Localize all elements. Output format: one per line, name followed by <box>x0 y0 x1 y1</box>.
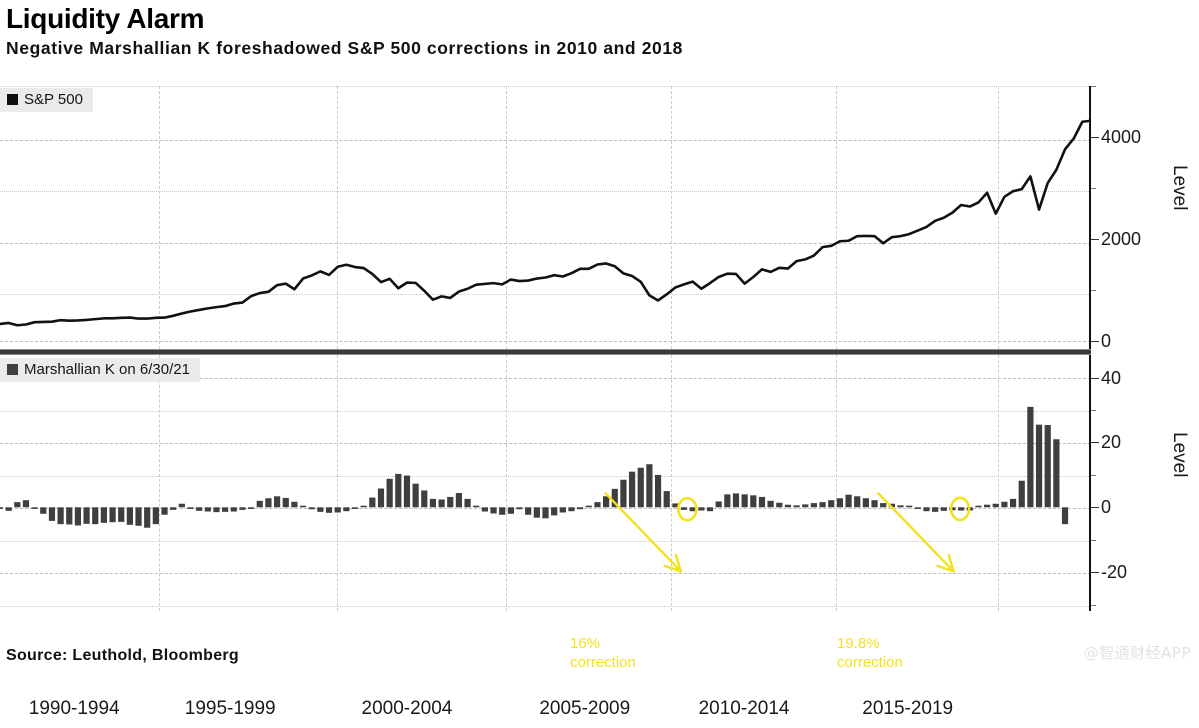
gridline-2000 <box>0 243 1091 244</box>
ytick-minor-3000 <box>1091 188 1096 190</box>
gridline-v-b6 <box>998 355 999 611</box>
ytick-label-40: 40 <box>1101 367 1122 388</box>
gridline-v-b5 <box>836 355 837 611</box>
gridline-neg10 <box>0 541 1091 542</box>
panel-marshallian-k-surface <box>0 355 1091 611</box>
legend-swatch-sp500 <box>7 94 18 105</box>
gridline-30 <box>0 411 1091 412</box>
ytick-label-0: 0 <box>1101 497 1112 518</box>
ytick-20 <box>1091 442 1099 444</box>
ytick-minor-30 <box>1091 410 1096 412</box>
gridline-v-4 <box>671 86 672 349</box>
ytick-0 <box>1091 507 1099 509</box>
ytick--20 <box>1091 572 1099 574</box>
legend-label-marshallian-k: Marshallian K on 6/30/21 <box>24 361 190 378</box>
x-axis-label-2015-2019: 2015-2019 <box>862 698 954 719</box>
gridline-v-b2 <box>337 355 338 611</box>
annotation-2018-line2: correction <box>837 654 903 671</box>
ytick-minor-1000 <box>1091 290 1096 292</box>
annotation-label-2010: 16% correction <box>570 634 636 672</box>
gridline-v-6 <box>998 86 999 349</box>
gridline-v-3 <box>506 86 507 349</box>
gridline-v-2 <box>337 86 338 349</box>
x-axis-label-1990-1994: 1990-1994 <box>28 698 120 719</box>
page-title: Liquidity Alarm <box>6 3 205 34</box>
sp500-line-series <box>0 119 1091 327</box>
gridline-0 <box>0 341 1091 342</box>
gridline-4000 <box>0 140 1091 141</box>
annotation-label-2018: 19.8% correction <box>837 634 903 672</box>
gridline-v-b3 <box>506 355 507 611</box>
annotation-2010-line1: 16% <box>570 635 601 652</box>
axis-spine-bottom <box>1089 355 1091 611</box>
annotation-arrows <box>604 492 971 573</box>
chart-plot-area: 0 2000 4000 Level -20 0 20 40 Level S&P 500 Mars… <box>0 86 1199 719</box>
gridline-40 <box>0 378 1091 379</box>
gridline-v-5 <box>836 86 837 349</box>
axis-spine-top <box>1089 86 1091 349</box>
chart-header: Liquidity Alarm Negative Marshallian K f… <box>6 2 1126 59</box>
source-note: Source: Leuthold, Bloomberg <box>6 647 239 664</box>
x-axis: 1990-1994 1995-1999 2000-2004 2005-2009 2010… <box>0 698 1091 728</box>
ytick-label-20: 20 <box>1101 432 1122 453</box>
ytick-4000 <box>1091 137 1099 139</box>
legend-marshallian-k[interactable]: Marshallian K on 6/30/21 <box>0 358 200 382</box>
ytick-label-4000: 4000 <box>1101 127 1142 148</box>
ytick-40 <box>1091 377 1099 379</box>
annotation-2010-line2: correction <box>570 654 636 671</box>
gridline-1000 <box>0 294 1091 295</box>
panel-marshallian-k <box>0 355 1091 611</box>
axis-title-level-top: Level <box>1169 164 1190 211</box>
gridline-v-b1 <box>159 355 160 611</box>
ytick-minor--30 <box>1091 604 1096 606</box>
axis-title-level-bottom: Level <box>1169 431 1190 478</box>
ytick-label-0: 0 <box>1101 331 1112 352</box>
chart-subtitle: Negative Marshallian K foreshadowed S&P … <box>6 38 684 58</box>
panel-sp500-surface <box>0 86 1091 349</box>
legend-sp500[interactable]: S&P 500 <box>0 88 93 112</box>
ytick-label-2000: 2000 <box>1101 229 1142 250</box>
panel-divider <box>0 349 1091 355</box>
ytick-minor-10 <box>1091 474 1096 476</box>
gridline-5000 <box>0 86 1091 87</box>
x-axis-label-2005-2009: 2005-2009 <box>539 698 631 719</box>
gridline-neg30 <box>0 606 1091 607</box>
x-axis-label-2010-2014: 2010-2014 <box>698 698 790 719</box>
ytick-label--20: -20 <box>1101 562 1128 583</box>
gridline-v-1 <box>159 86 160 349</box>
gridline-v-b4 <box>671 355 672 611</box>
x-axis-label-1995-1999: 1995-1999 <box>184 698 276 719</box>
ytick-0 <box>1091 341 1099 343</box>
legend-swatch-marshallian-k <box>7 364 18 375</box>
ytick-2000 <box>1091 239 1099 241</box>
panel-sp500 <box>0 86 1091 349</box>
x-axis-label-2000-2004: 2000-2004 <box>361 698 453 719</box>
gridline-3000 <box>0 191 1091 192</box>
watermark: @智通财经APP <box>1083 644 1191 662</box>
gridline-20 <box>0 443 1091 444</box>
legend-label-sp500: S&P 500 <box>24 91 83 108</box>
ytick-minor-5000 <box>1091 86 1096 87</box>
marshallian-k-bar-series <box>0 406 1069 528</box>
gridline-neg20 <box>0 573 1091 574</box>
annotation-2018-line1: 19.8% <box>837 635 880 652</box>
gridline-10 <box>0 476 1091 477</box>
ytick-minor--10 <box>1091 539 1096 541</box>
